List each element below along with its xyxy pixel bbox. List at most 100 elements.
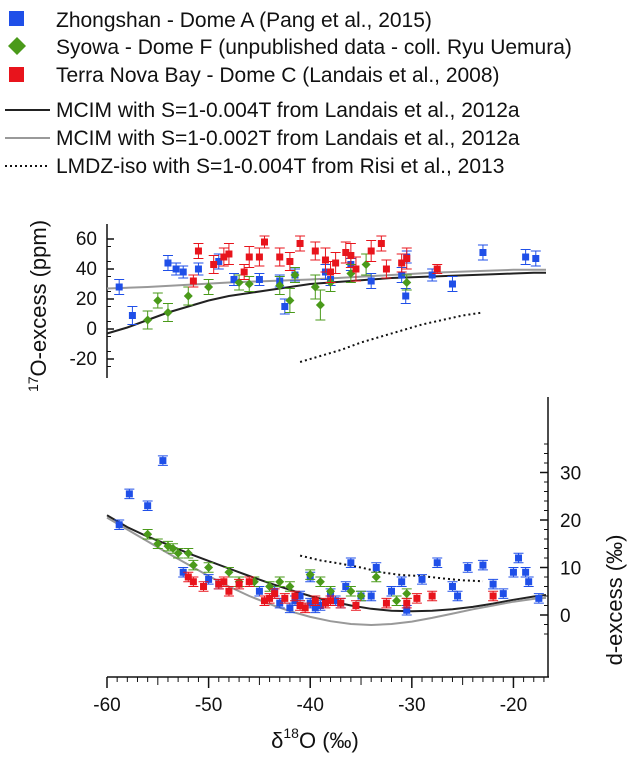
top-point-terra-nova-bay-dome-c-landais-et	[398, 259, 406, 267]
top-point-terra-nova-bay-dome-c-landais-et	[367, 247, 375, 255]
top-point-terra-nova-bay-dome-c-landais-et	[255, 253, 263, 261]
top-point-syowa-dome-f-unpublished-data-co	[153, 296, 163, 305]
top-point-zhongshan-dome-a-pang-et-al-2015	[479, 249, 487, 256]
bottom-panel: 0 10 20 30 -60 -50 -40 -30 -20 d-excess (‰) δ18…	[93, 397, 627, 753]
bottom-point-terra-nova-bay-dome-c-landais-et	[311, 597, 319, 605]
top-point-zhongshan-dome-a-pang-et-al-2015	[194, 265, 202, 273]
bottom-point-zhongshan-dome-a-pang-et-al-2015	[479, 561, 487, 569]
top-point-zhongshan-dome-a-pang-et-al-2015	[215, 258, 223, 265]
bottom-y-tick-label: 10	[560, 559, 581, 580]
bottom-point-terra-nova-bay-dome-c-landais-et	[200, 583, 208, 590]
bottom-point-zhongshan-dome-a-pang-et-al-2015	[144, 502, 152, 510]
bottom-point-syowa-dome-f-unpublished-data-co	[143, 529, 153, 539]
bottom-point-terra-nova-bay-dome-c-landais-et	[266, 594, 274, 602]
top-point-zhongshan-dome-a-pang-et-al-2015	[532, 255, 540, 262]
top-point-terra-nova-bay-dome-c-landais-et	[433, 265, 441, 273]
legend-label-zhongshan: Zhongshan - Dome A (Pang et al., 2015)	[56, 9, 432, 32]
top-point-syowa-dome-f-unpublished-data-co	[361, 260, 371, 269]
x-axis-title-superscript: 18	[283, 725, 299, 741]
bottom-point-zhongshan-dome-a-pang-et-al-2015	[286, 604, 294, 612]
top-y-tick-label: 20	[76, 289, 97, 310]
bottom-point-terra-nova-bay-dome-c-landais-et	[489, 592, 497, 600]
top-point-terra-nova-bay-dome-c-landais-et	[220, 253, 228, 261]
top-point-zhongshan-dome-a-pang-et-al-2015	[402, 292, 410, 300]
bottom-point-terra-nova-bay-dome-c-landais-et	[225, 587, 233, 595]
top-point-terra-nova-bay-dome-c-landais-et	[260, 238, 268, 246]
top-point-syowa-dome-f-unpublished-data-co	[183, 291, 193, 301]
top-point-syowa-dome-f-unpublished-data-co	[315, 300, 325, 310]
bottom-point-terra-nova-bay-dome-c-landais-et	[352, 602, 360, 609]
bottom-point-zhongshan-dome-a-pang-et-al-2015	[205, 575, 213, 583]
top-point-zhongshan-dome-a-pang-et-al-2015	[128, 312, 136, 319]
bottom-point-zhongshan-dome-a-pang-et-al-2015	[342, 583, 350, 590]
bottom-point-syowa-dome-f-unpublished-data-co	[173, 548, 183, 558]
top-y-tick-label: 0	[86, 319, 97, 340]
bottom-point-zhongshan-dome-a-pang-et-al-2015	[115, 521, 123, 529]
bottom-point-zhongshan-dome-a-pang-et-al-2015	[515, 554, 523, 562]
bottom-point-syowa-dome-f-unpublished-data-co	[326, 586, 336, 596]
bottom-point-syowa-dome-f-unpublished-data-co	[356, 591, 366, 601]
bottom-y-tick-label: 30	[560, 464, 581, 485]
top-data-points	[114, 235, 541, 330]
x-tick-label: -60	[93, 695, 120, 716]
bottom-point-terra-nova-bay-dome-c-landais-et	[189, 578, 197, 586]
top-point-zhongshan-dome-a-pang-et-al-2015	[255, 276, 263, 283]
bottom-point-zhongshan-dome-a-pang-et-al-2015	[159, 457, 167, 465]
top-point-syowa-dome-f-unpublished-data-co	[244, 279, 254, 289]
top-point-syowa-dome-f-unpublished-data-co	[290, 270, 300, 280]
top-panel: -20 0 20 40 60 17O-excess (ppm)	[25, 220, 546, 392]
bottom-point-zhongshan-dome-a-pang-et-al-2015	[525, 578, 533, 586]
top-point-terra-nova-bay-dome-c-landais-et	[327, 268, 335, 276]
bottom-point-syowa-dome-f-unpublished-data-co	[285, 582, 295, 591]
top-point-zhongshan-dome-a-pang-et-al-2015	[522, 253, 530, 261]
bottom-line-mcim-with-s-1-0-002t-from-landai	[106, 516, 547, 627]
bottom-point-syowa-dome-f-unpublished-data-co	[204, 563, 214, 572]
top-point-terra-nova-bay-dome-c-landais-et	[342, 249, 350, 256]
top-point-zhongshan-dome-a-pang-et-al-2015	[230, 276, 238, 283]
top-point-zhongshan-dome-a-pang-et-al-2015	[367, 277, 375, 285]
legend-marker-terra-nova	[9, 67, 24, 82]
legend-label-lmdz: LMDZ-iso with S=1-0.004T from Risi et al…	[56, 155, 504, 178]
top-point-terra-nova-bay-dome-c-landais-et	[225, 250, 233, 258]
bottom-point-terra-nova-bay-dome-c-landais-et	[281, 594, 289, 602]
x-tick-label: -40	[296, 695, 323, 716]
legend-label-syowa: Syowa - Dome F (unpublished data - coll.…	[56, 36, 572, 59]
bottom-point-terra-nova-bay-dome-c-landais-et	[271, 590, 279, 598]
bottom-y-tick-label: 0	[560, 606, 571, 627]
bottom-point-zhongshan-dome-a-pang-et-al-2015	[306, 599, 314, 607]
bottom-point-syowa-dome-f-unpublished-data-co	[188, 560, 198, 570]
top-point-terra-nova-bay-dome-c-landais-et	[210, 261, 218, 268]
bottom-point-terra-nova-bay-dome-c-landais-et	[327, 597, 335, 605]
bottom-point-zhongshan-dome-a-pang-et-al-2015	[433, 559, 441, 567]
top-y-ticks: -20 0 20 40 60	[70, 229, 114, 370]
bottom-point-syowa-dome-f-unpublished-data-co	[392, 596, 402, 606]
top-point-syowa-dome-f-unpublished-data-co	[310, 282, 320, 292]
x-tick-label: -50	[195, 695, 222, 716]
bottom-point-zhongshan-dome-a-pang-et-al-2015	[464, 564, 472, 571]
top-point-syowa-dome-f-unpublished-data-co	[402, 278, 412, 287]
top-point-terra-nova-bay-dome-c-landais-et	[240, 268, 248, 276]
bottom-point-zhongshan-dome-a-pang-et-al-2015	[489, 580, 497, 588]
top-y-axis-title-main: O-excess (ppm)	[26, 220, 51, 376]
x-tick-label: -30	[398, 695, 425, 716]
x-axis-title-prefix: δ	[271, 728, 283, 753]
top-y-axis-title-superscript: 17	[25, 376, 41, 392]
bottom-y-axis-title: d-excess (‰)	[602, 535, 627, 666]
legend-marker-syowa	[8, 37, 26, 55]
bottom-point-terra-nova-bay-dome-c-landais-et	[184, 573, 192, 581]
top-point-zhongshan-dome-a-pang-et-al-2015	[428, 271, 436, 279]
x-axis-title-main: O (‰)	[299, 728, 359, 753]
bottom-point-zhongshan-dome-a-pang-et-al-2015	[316, 602, 324, 609]
bottom-point-zhongshan-dome-a-pang-et-al-2015	[522, 568, 530, 576]
legend-label-mcim-004: MCIM with S=1-0.004T from Landais et al.…	[56, 99, 520, 122]
bottom-point-terra-nova-bay-dome-c-landais-et	[296, 602, 304, 609]
bottom-point-zhongshan-dome-a-pang-et-al-2015	[255, 587, 263, 595]
x-tick-label: -20	[500, 695, 527, 716]
top-point-terra-nova-bay-dome-c-landais-et	[403, 255, 411, 262]
top-point-syowa-dome-f-unpublished-data-co	[234, 278, 244, 287]
bottom-point-zhongshan-dome-a-pang-et-al-2015	[347, 559, 355, 567]
top-y-tick-label: 40	[76, 259, 97, 280]
top-y-axis-title: 17O-excess (ppm)	[25, 220, 51, 392]
top-point-terra-nova-bay-dome-c-landais-et	[347, 252, 355, 259]
